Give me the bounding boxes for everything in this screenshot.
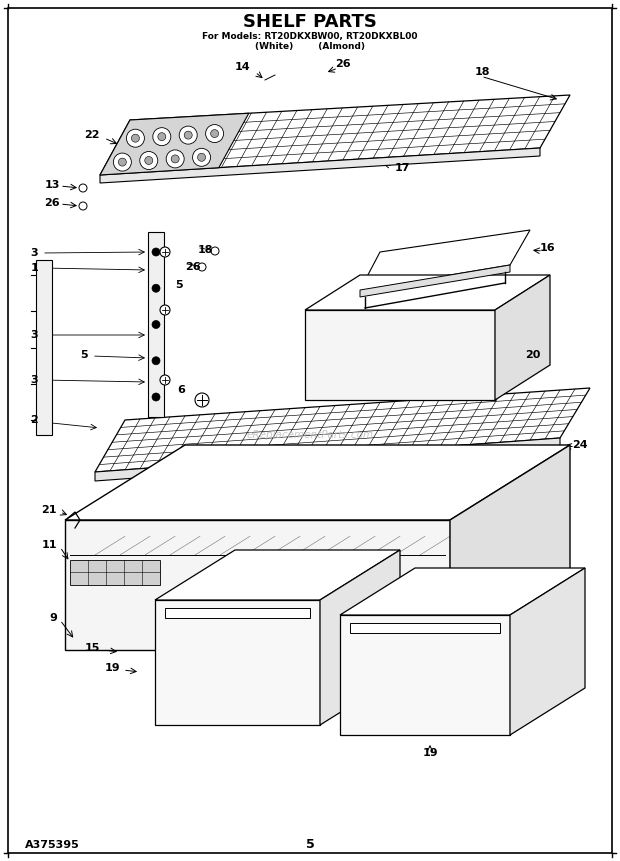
- Circle shape: [193, 148, 211, 166]
- Circle shape: [118, 158, 126, 166]
- Circle shape: [152, 393, 160, 401]
- Polygon shape: [340, 568, 585, 615]
- Circle shape: [211, 129, 219, 138]
- Circle shape: [79, 202, 87, 210]
- Text: 6: 6: [177, 385, 185, 395]
- Text: 19: 19: [422, 748, 438, 758]
- Circle shape: [126, 129, 144, 147]
- Text: 5: 5: [81, 350, 88, 360]
- Polygon shape: [95, 388, 590, 472]
- Circle shape: [160, 247, 170, 257]
- Polygon shape: [65, 520, 450, 650]
- Polygon shape: [450, 445, 570, 650]
- Text: 3: 3: [30, 375, 38, 385]
- Text: 26: 26: [44, 198, 60, 208]
- Text: 3: 3: [30, 248, 38, 258]
- Text: 14: 14: [235, 62, 251, 72]
- Circle shape: [171, 155, 179, 163]
- Polygon shape: [100, 114, 249, 175]
- Text: For Models: RT20DKXBW00, RT20DKXBL00: For Models: RT20DKXBW00, RT20DKXBL00: [202, 32, 418, 40]
- Text: (White)        (Almond): (White) (Almond): [255, 42, 365, 52]
- Polygon shape: [70, 560, 160, 585]
- Circle shape: [198, 263, 206, 271]
- Circle shape: [166, 150, 184, 168]
- Text: 20: 20: [525, 350, 541, 360]
- Text: eReplacementParts.com: eReplacementParts.com: [246, 430, 374, 440]
- Text: 22: 22: [84, 130, 100, 140]
- Polygon shape: [100, 148, 540, 183]
- Circle shape: [206, 125, 224, 143]
- Text: 15: 15: [84, 643, 100, 653]
- Polygon shape: [65, 445, 570, 520]
- Text: 21: 21: [42, 505, 57, 515]
- Text: 13: 13: [44, 180, 60, 190]
- Text: 24: 24: [572, 440, 588, 450]
- Polygon shape: [100, 95, 570, 175]
- Circle shape: [79, 184, 87, 192]
- Polygon shape: [360, 230, 530, 290]
- Circle shape: [140, 152, 157, 170]
- Circle shape: [179, 126, 197, 144]
- Text: A375395: A375395: [25, 840, 80, 850]
- Polygon shape: [95, 438, 560, 481]
- Polygon shape: [155, 550, 400, 600]
- Polygon shape: [155, 600, 320, 725]
- Polygon shape: [350, 623, 500, 633]
- Polygon shape: [495, 275, 550, 400]
- Circle shape: [152, 320, 160, 329]
- Circle shape: [160, 305, 170, 315]
- Polygon shape: [165, 608, 310, 618]
- Polygon shape: [148, 232, 164, 417]
- Polygon shape: [305, 310, 495, 400]
- Text: 9: 9: [49, 613, 57, 623]
- Text: 19: 19: [104, 663, 120, 673]
- Circle shape: [184, 131, 192, 139]
- Text: 26: 26: [185, 262, 201, 272]
- Text: 18: 18: [475, 67, 490, 77]
- Circle shape: [211, 247, 219, 255]
- Text: 18: 18: [198, 245, 213, 255]
- Text: 17: 17: [395, 163, 410, 173]
- Circle shape: [198, 153, 206, 161]
- Circle shape: [152, 356, 160, 365]
- Text: 11: 11: [42, 540, 57, 550]
- Text: 5: 5: [175, 280, 183, 290]
- Circle shape: [160, 375, 170, 385]
- Circle shape: [152, 248, 160, 256]
- Polygon shape: [320, 550, 400, 725]
- Circle shape: [153, 127, 171, 146]
- Polygon shape: [360, 265, 510, 297]
- Polygon shape: [510, 568, 585, 735]
- Circle shape: [144, 157, 153, 164]
- Text: 2: 2: [30, 415, 38, 425]
- Circle shape: [152, 284, 160, 292]
- Text: 1: 1: [30, 263, 38, 273]
- Circle shape: [131, 134, 140, 142]
- Polygon shape: [36, 260, 52, 435]
- Polygon shape: [305, 275, 550, 310]
- Circle shape: [195, 393, 209, 407]
- Text: 3: 3: [30, 330, 38, 340]
- Circle shape: [158, 133, 166, 140]
- Text: 16: 16: [540, 243, 556, 253]
- Text: 5: 5: [306, 839, 314, 852]
- Circle shape: [113, 153, 131, 171]
- Text: 26: 26: [335, 59, 351, 69]
- Text: SHELF PARTS: SHELF PARTS: [243, 13, 377, 31]
- Polygon shape: [340, 615, 510, 735]
